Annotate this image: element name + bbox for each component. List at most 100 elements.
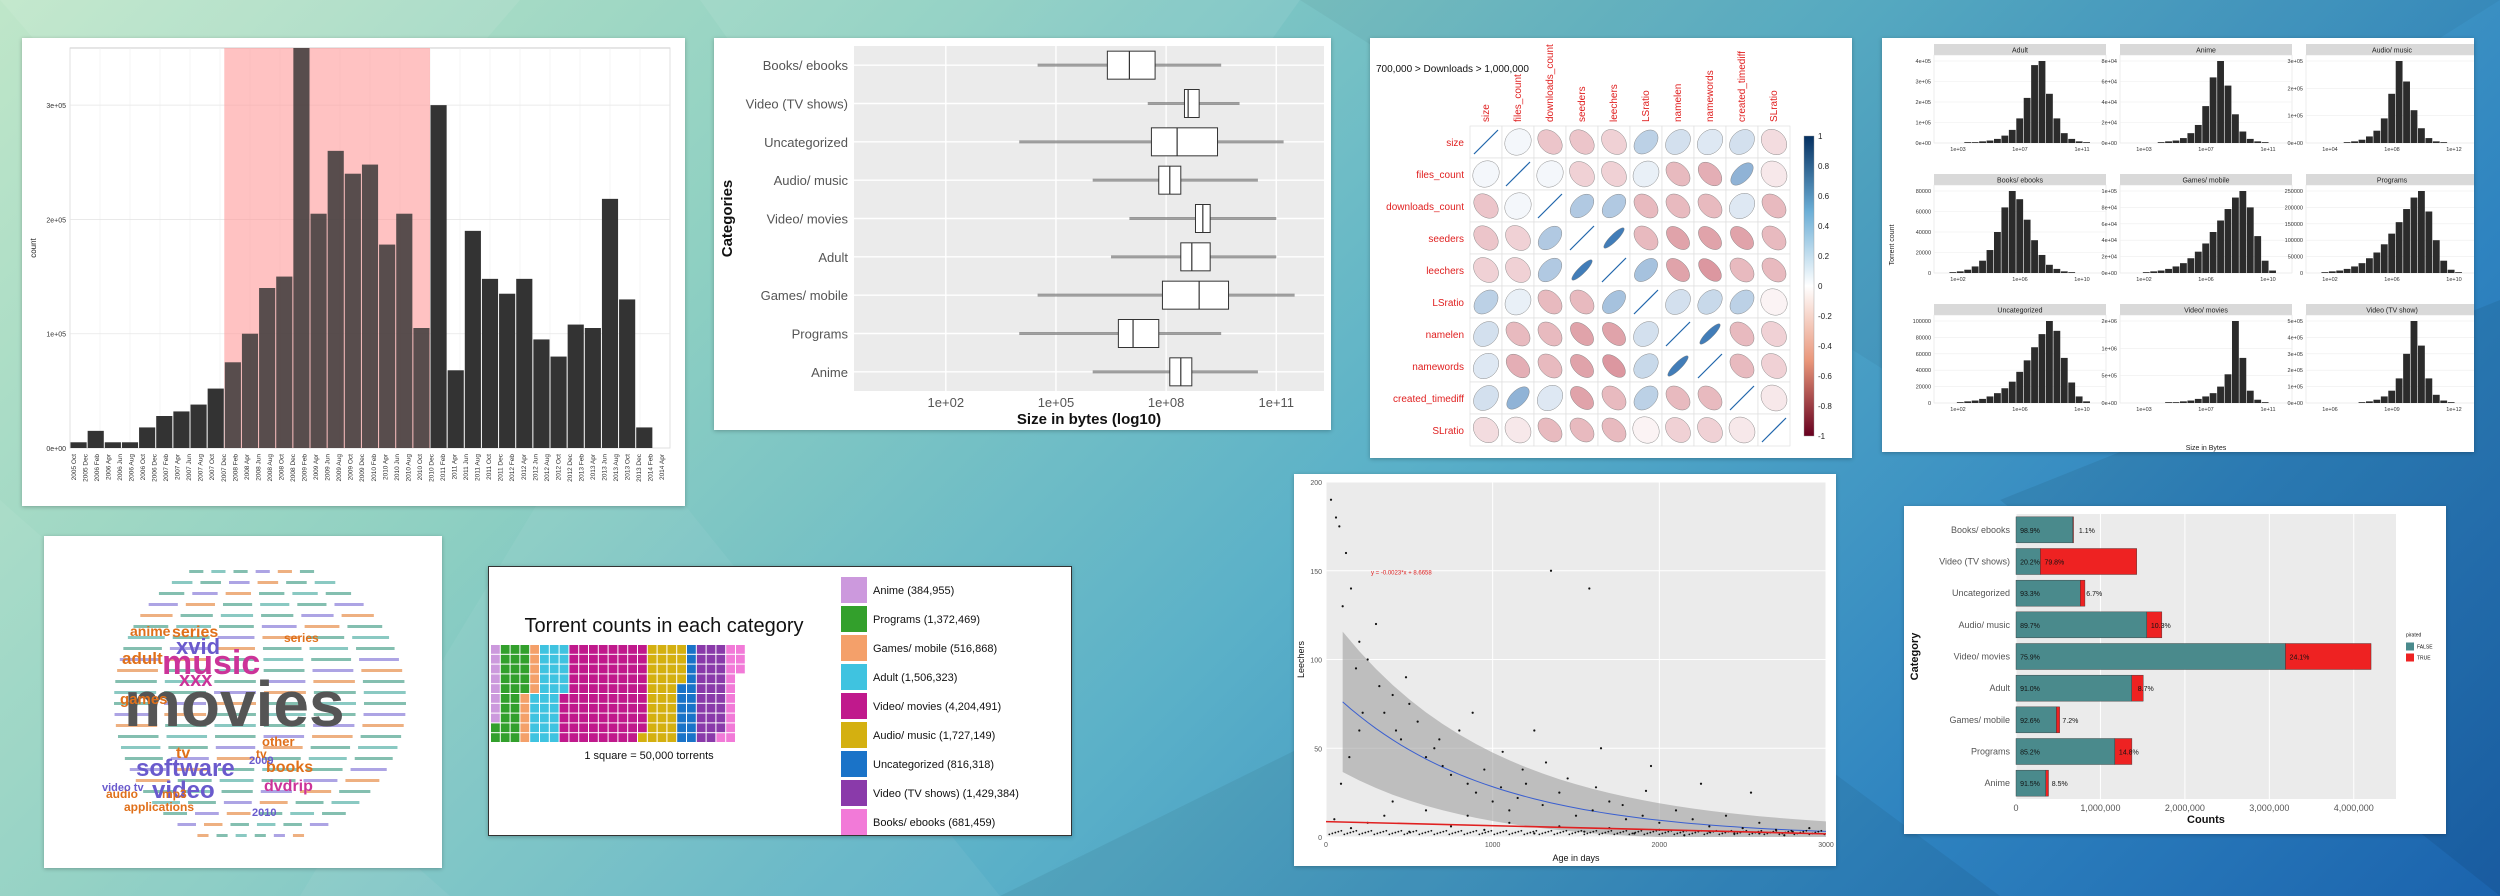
- data-point: [1421, 832, 1424, 835]
- size-boxplot-chart: 1e+02 1e+05 1e+08 1e+11 Books/ ebooks Video (…: [719, 46, 1324, 428]
- filler-word: [286, 581, 307, 584]
- filler-word: [117, 735, 159, 738]
- filler-word: [214, 724, 256, 727]
- percent-label: 92.6%: [2020, 718, 2040, 725]
- facet-strip: [1934, 304, 2106, 315]
- histogram-bar: [2351, 266, 2358, 273]
- x-tick-label: 2014 Feb: [648, 454, 655, 482]
- waffle-square: [638, 674, 647, 684]
- bar: [224, 362, 241, 448]
- waffle-square: [530, 645, 539, 654]
- filler-word: [313, 713, 356, 716]
- waffle-square: [657, 723, 667, 733]
- pirated-bar-panel: 0 1,000,000 2,000,000 3,000,000 4,000,000 Boo…: [1904, 506, 2446, 834]
- percent-label: 24.1%: [2290, 655, 2310, 662]
- data-point: [1469, 831, 1472, 834]
- waffle-square: [618, 694, 628, 703]
- histogram-bar: [1994, 232, 2001, 273]
- histogram-bar: [2261, 260, 2269, 273]
- waffle-square: [647, 723, 657, 733]
- histogram-bar: [2202, 106, 2210, 143]
- x-tick-label: 1e+12: [2446, 147, 2461, 153]
- y-tick-label: 40000: [1916, 230, 1931, 236]
- y-tick-label: 150: [1310, 569, 1322, 576]
- diagonal-mark: [1601, 257, 1627, 283]
- filler-word: [354, 757, 393, 760]
- data-point: [1448, 833, 1451, 836]
- cloud-word: 2009: [249, 755, 273, 767]
- y-axis-label: count: [29, 237, 38, 257]
- colorbar-tick-label: 0.6: [1818, 192, 1830, 201]
- column-label: files_count: [1513, 74, 1524, 122]
- x-tick-label: 2012 Dec: [567, 453, 574, 482]
- y-tick-label: 4e+05: [2288, 335, 2303, 341]
- leechers-scatter-chart: 0 1000 2000 3000 0 50 100 150 200 y = -0.0023*x +…: [1296, 480, 1834, 863]
- waffle-square: [608, 733, 618, 742]
- y-tick-label: 0e+00: [2102, 141, 2117, 147]
- data-point: [1378, 685, 1381, 688]
- filler-word: [303, 779, 338, 782]
- y-tick-label: 0: [1928, 401, 1931, 407]
- x-tick-label: 1e+10: [2074, 407, 2089, 413]
- histogram-bar: [2068, 272, 2076, 273]
- correlation-ellipse: [1665, 289, 1691, 315]
- waffle-square: [608, 645, 618, 654]
- waffle-square: [589, 664, 598, 674]
- row-label: seeders: [1428, 234, 1464, 245]
- data-point: [1430, 829, 1433, 832]
- filler-word: [220, 614, 254, 617]
- waffle-square: [608, 674, 618, 684]
- data-point: [1400, 829, 1403, 832]
- correlation-ellipse: [1761, 353, 1787, 379]
- percent-label: 6.7%: [2086, 591, 2102, 598]
- filler-word: [216, 834, 228, 837]
- x-tick-label: 2011 Apr: [452, 453, 459, 479]
- waffle-square: [608, 664, 618, 674]
- bar: [584, 328, 601, 448]
- data-point: [1505, 829, 1508, 832]
- waffle-square: [687, 694, 696, 703]
- correlation-ellipse: [1602, 354, 1626, 378]
- histogram-bar: [2336, 270, 2344, 273]
- correlation-ellipse: [1505, 225, 1531, 251]
- data-point: [1383, 814, 1386, 817]
- bar: [190, 404, 207, 448]
- filler-word: [197, 834, 209, 837]
- stacked-bar: [2015, 738, 2116, 765]
- data-point: [1483, 768, 1486, 771]
- x-tick-label: 2011 Dec: [498, 453, 505, 481]
- x-axis-label: Age in days: [1552, 853, 1600, 863]
- data-point: [1445, 829, 1448, 832]
- waffle-square: [687, 733, 696, 742]
- category-label: Books/ ebooks: [763, 58, 849, 73]
- histogram-bar: [2395, 378, 2403, 403]
- filler-word: [166, 735, 208, 738]
- filler-word: [345, 779, 380, 782]
- bar: [276, 276, 293, 448]
- waffle-square: [608, 703, 618, 713]
- waffle-square: [520, 645, 530, 654]
- x-tick-label: 1e+03: [2136, 407, 2151, 413]
- filler-word: [226, 812, 251, 815]
- waffle-square: [510, 713, 520, 723]
- waffle-square: [530, 694, 539, 703]
- colorbar: [1803, 135, 1815, 437]
- data-point: [1484, 831, 1487, 834]
- waffle-square: [598, 703, 608, 713]
- waffle-square: [677, 694, 686, 703]
- histogram-bar: [2008, 191, 2016, 273]
- data-point: [1550, 829, 1553, 832]
- data-point: [1454, 831, 1457, 834]
- y-tick-label: 50: [1314, 746, 1322, 753]
- histogram-bar: [2060, 133, 2068, 143]
- data-point: [1541, 803, 1544, 807]
- data-point: [1354, 667, 1358, 670]
- category-label: Adult: [1989, 683, 2010, 693]
- waffle-square: [628, 703, 637, 713]
- y-tick-label: 80000: [1916, 335, 1931, 341]
- histogram-bar: [2187, 400, 2195, 403]
- histogram-bar: [2366, 258, 2373, 273]
- filler-word: [170, 757, 209, 760]
- x-tick-label: 1e+11: [2260, 407, 2275, 413]
- data-point: [1406, 832, 1409, 835]
